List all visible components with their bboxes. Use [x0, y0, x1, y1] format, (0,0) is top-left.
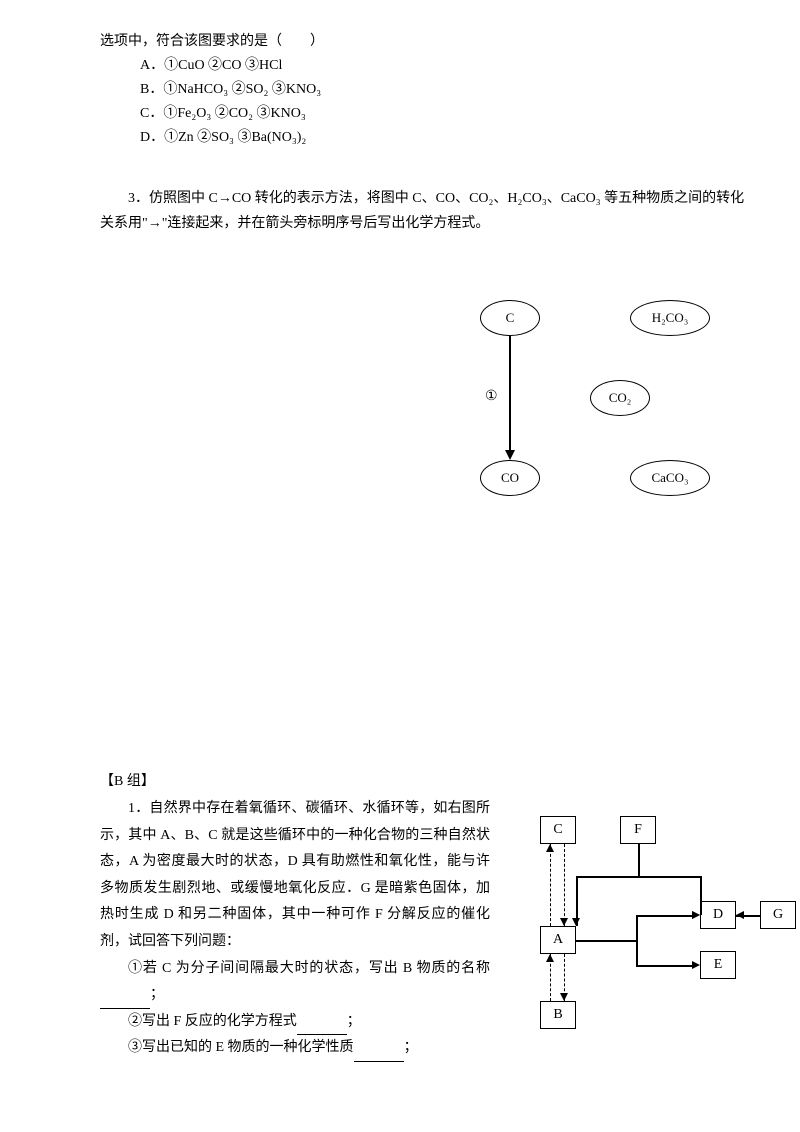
edge-a-d: [636, 915, 692, 917]
ah-g-d: [736, 911, 744, 919]
q2-options: A．①CuO ②CO ③HCl B．①NaHCO₃ ②SO₂ ③KNO₃ C．①…: [140, 54, 750, 146]
blank-2: [297, 1021, 347, 1035]
ah-a-e: [692, 961, 700, 969]
box-d: D: [700, 901, 736, 929]
ah-ab-down: [560, 993, 568, 1001]
edge-a-out: [576, 940, 636, 942]
arrow-label-1: ①: [485, 388, 498, 405]
q1-p2-tail: ；: [150, 987, 164, 1002]
ah-to-d: [692, 911, 700, 919]
q1-p3: ②写出 F 反应的化学方程式: [128, 1014, 297, 1029]
ah-ca-down: [560, 918, 568, 926]
group-b: 【B 组】 1．自然界中存在着氧循环、碳循环、水循环等，如右图所示，其中 A、B…: [100, 770, 750, 1062]
option-d: D．①Zn ②SO₃ ③Ba(NO₃)₂: [140, 126, 750, 146]
diagram-carbon-cycle: C H₂CO₃ CO₂ CO CaCO₃ ①: [460, 300, 720, 520]
ah-ca-up: [546, 844, 554, 852]
q1-p4-tail: ；: [404, 1040, 418, 1055]
node-co: CO: [480, 460, 540, 496]
ah-f-a: [572, 918, 580, 926]
node-h2co3: H₂CO₃: [630, 300, 710, 336]
edge-a-e: [636, 965, 692, 967]
edge-c-a-2: [564, 844, 565, 926]
option-a: A．①CuO ②CO ③HCl: [140, 54, 750, 74]
box-e: E: [700, 951, 736, 979]
edge-c-a-1: [550, 844, 551, 926]
group-b-title: 【B 组】: [100, 770, 750, 790]
ah-ab-up: [546, 954, 554, 962]
q1-p3-tail: ；: [347, 1014, 361, 1029]
q1-text: 1．自然界中存在着氧循环、碳循环、水循环等，如右图所示，其中 A、B、C 就是这…: [100, 796, 490, 1062]
arrow-c-to-co: [509, 336, 511, 450]
box-a: A: [540, 926, 576, 954]
node-co2: CO₂: [590, 380, 650, 416]
q1-p4-wrap: ③写出已知的 E 物质的一种化学性质 ；: [100, 1035, 490, 1062]
edge-f-to-d-v: [700, 876, 702, 915]
node-c: C: [480, 300, 540, 336]
q3: 3．仿照图中 C→CO 转化的表示方法，将图中 C、CO、CO₂、H₂CO₃、C…: [100, 186, 750, 236]
q2-stem: 选项中，符合该图要求的是（ ）: [100, 30, 750, 50]
q1-p2-wrap: ①若 C 为分子间间隔最大时的状态，写出 B 物质的名称 ；: [100, 956, 490, 1009]
arrowhead-c-to-co: [505, 450, 515, 460]
edge-a-split: [636, 915, 638, 965]
box-c: C: [540, 816, 576, 844]
q1-p1: 1．自然界中存在着氧循环、碳循环、水循环等，如右图所示，其中 A、B、C 就是这…: [100, 796, 490, 956]
q3-stem: 3．仿照图中 C→CO 转化的表示方法，将图中 C、CO、CO₂、H₂CO₃、C…: [100, 186, 750, 236]
blank-1: [100, 995, 150, 1009]
q1-block: 1．自然界中存在着氧循环、碳循环、水循环等，如右图所示，其中 A、B、C 就是这…: [100, 796, 750, 1062]
box-b: B: [540, 1001, 576, 1029]
diagram-cycles: C F A D E G B: [520, 816, 780, 1046]
box-f: F: [620, 816, 656, 844]
q1-p3-wrap: ②写出 F 反应的化学方程式 ；: [100, 1009, 490, 1036]
blank-3: [354, 1048, 404, 1062]
box-g: G: [760, 901, 796, 929]
q1-p4: ③写出已知的 E 物质的一种化学性质: [128, 1040, 354, 1055]
option-c: C．①Fe₂O₃ ②CO₂ ③KNO₃: [140, 102, 750, 122]
node-caco3: CaCO₃: [630, 460, 710, 496]
option-b: B．①NaHCO₃ ②SO₂ ③KNO₃: [140, 78, 750, 98]
edge-f-h: [576, 876, 700, 878]
edge-f-down: [638, 844, 640, 876]
q1-p2: ①若 C 为分子间间隔最大时的状态，写出 B 物质的名称: [128, 961, 490, 976]
